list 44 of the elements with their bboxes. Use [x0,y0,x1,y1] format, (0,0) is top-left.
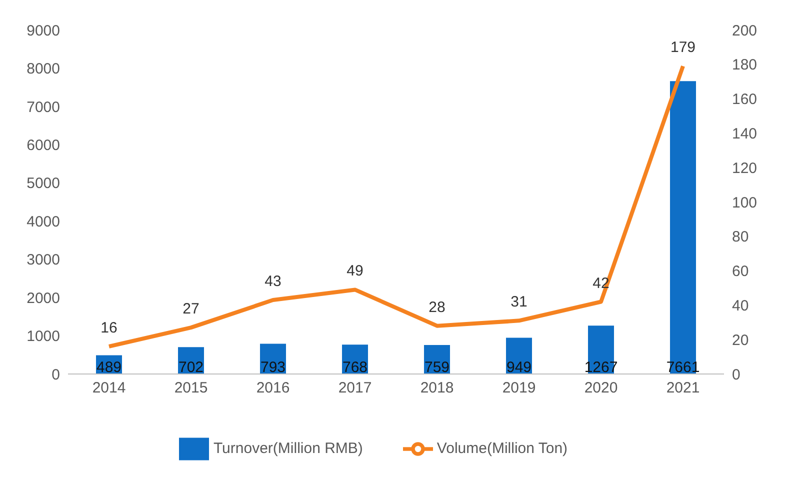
data-label: 793 [260,359,286,376]
x-tick-label: 2020 [584,380,618,397]
y-tick-label: 1000 [26,328,60,346]
y-tick-label: 0 [52,366,60,384]
x-tick-label: 2021 [666,380,700,397]
y2-tick-label: 20 [732,332,749,349]
data-label: 489 [96,359,122,376]
x-tick-label: 2018 [420,380,454,397]
x-tick-label: 2017 [338,380,372,397]
data-label: 768 [342,359,368,376]
y-tick-label: 5000 [26,175,60,192]
y2-tick-label: 120 [732,160,758,177]
data-label: 179 [670,39,696,56]
legend-label: Volume(Million Ton) [436,440,568,457]
data-label: 31 [510,294,528,311]
y-tick-label: 3000 [26,252,60,269]
legend-label: Turnover(Million RMB) [213,440,363,457]
data-label: 28 [428,298,446,316]
x-tick-label: 2015 [174,380,208,397]
y2-tick-label: 200 [732,22,758,40]
y-tick-label: 9000 [26,22,60,40]
y2-tick-label: 60 [732,263,749,280]
x-tick-label: 2019 [502,380,536,397]
y2-tick-label: 160 [732,91,758,108]
y2-tick-label: 40 [732,298,749,315]
y-tick-label: 8000 [26,60,60,78]
y-tick-label: 2000 [26,290,60,307]
y-tick-label: 7000 [26,98,60,116]
data-label: 43 [264,273,282,290]
y-tick-label: 6000 [26,136,60,154]
y2-tick-label: 80 [732,228,749,246]
y2-tick-label: 180 [732,56,758,74]
data-label: 16 [100,319,118,336]
data-label: 49 [346,262,364,280]
y2-tick-label: 140 [732,126,758,143]
y-tick-label: 4000 [26,213,60,230]
data-label: 702 [178,359,204,376]
y2-tick-label: 0 [732,366,740,384]
y2-tick-label: 100 [732,194,758,212]
data-label: 949 [506,359,532,376]
data-label: 27 [182,300,200,318]
data-label: 759 [424,359,450,376]
x-tick-label: 2016 [256,380,290,397]
x-tick-label: 2014 [92,380,126,397]
